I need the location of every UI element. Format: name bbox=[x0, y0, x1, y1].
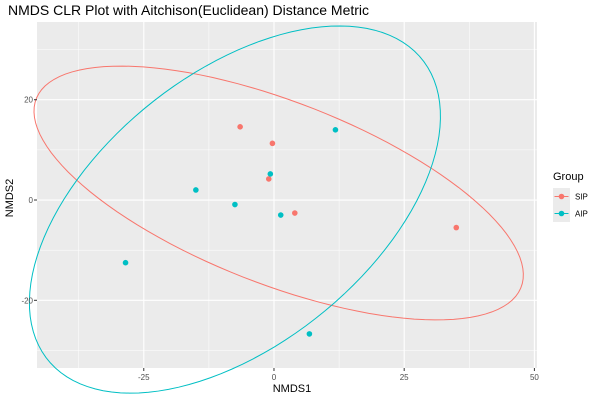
legend-item-aip: AIP bbox=[553, 205, 588, 222]
legend-item-sip: SIP bbox=[553, 188, 588, 205]
legend-label: SIP bbox=[575, 193, 588, 202]
x-tick-label: 25 bbox=[400, 373, 409, 382]
x-axis: -25 0 25 50 bbox=[138, 368, 539, 382]
minor-gridlines bbox=[37, 22, 537, 368]
point-aip bbox=[332, 127, 339, 133]
point-aip bbox=[277, 212, 284, 218]
legend-title: Group bbox=[553, 171, 584, 183]
plot-panel bbox=[37, 22, 537, 368]
major-gridlines bbox=[37, 22, 537, 368]
point-sip bbox=[453, 224, 460, 231]
legend: Group SIP AIP bbox=[553, 171, 588, 222]
point-aip bbox=[122, 259, 129, 266]
point-sip bbox=[269, 140, 276, 147]
legend-label: AIP bbox=[575, 210, 588, 219]
chart-title: NMDS CLR Plot with Aitchison(Euclidean) … bbox=[8, 2, 369, 18]
y-tick-label: 0 bbox=[29, 196, 34, 205]
legend-point-icon bbox=[558, 210, 565, 217]
x-tick-label: -25 bbox=[138, 373, 150, 382]
point-aip bbox=[232, 201, 238, 208]
point-sip bbox=[292, 210, 298, 216]
point-aip bbox=[306, 331, 313, 337]
ellipse-aip bbox=[28, 25, 441, 394]
y-tick-label: -20 bbox=[21, 296, 33, 305]
y-tick-label: 20 bbox=[24, 96, 33, 105]
x-tick-label: 50 bbox=[530, 373, 539, 382]
x-axis-title: NMDS1 bbox=[273, 383, 312, 395]
legend-point-icon bbox=[558, 193, 565, 200]
point-sip bbox=[237, 124, 243, 130]
point-aip bbox=[267, 171, 274, 177]
point-aip bbox=[193, 187, 199, 193]
y-axis-title: NMDS2 bbox=[4, 179, 16, 218]
x-tick-label: 0 bbox=[272, 373, 277, 382]
y-axis: -20 0 20 bbox=[21, 96, 37, 305]
point-sip bbox=[265, 176, 272, 182]
data-points bbox=[122, 124, 460, 337]
confidence-ellipses bbox=[28, 25, 524, 394]
